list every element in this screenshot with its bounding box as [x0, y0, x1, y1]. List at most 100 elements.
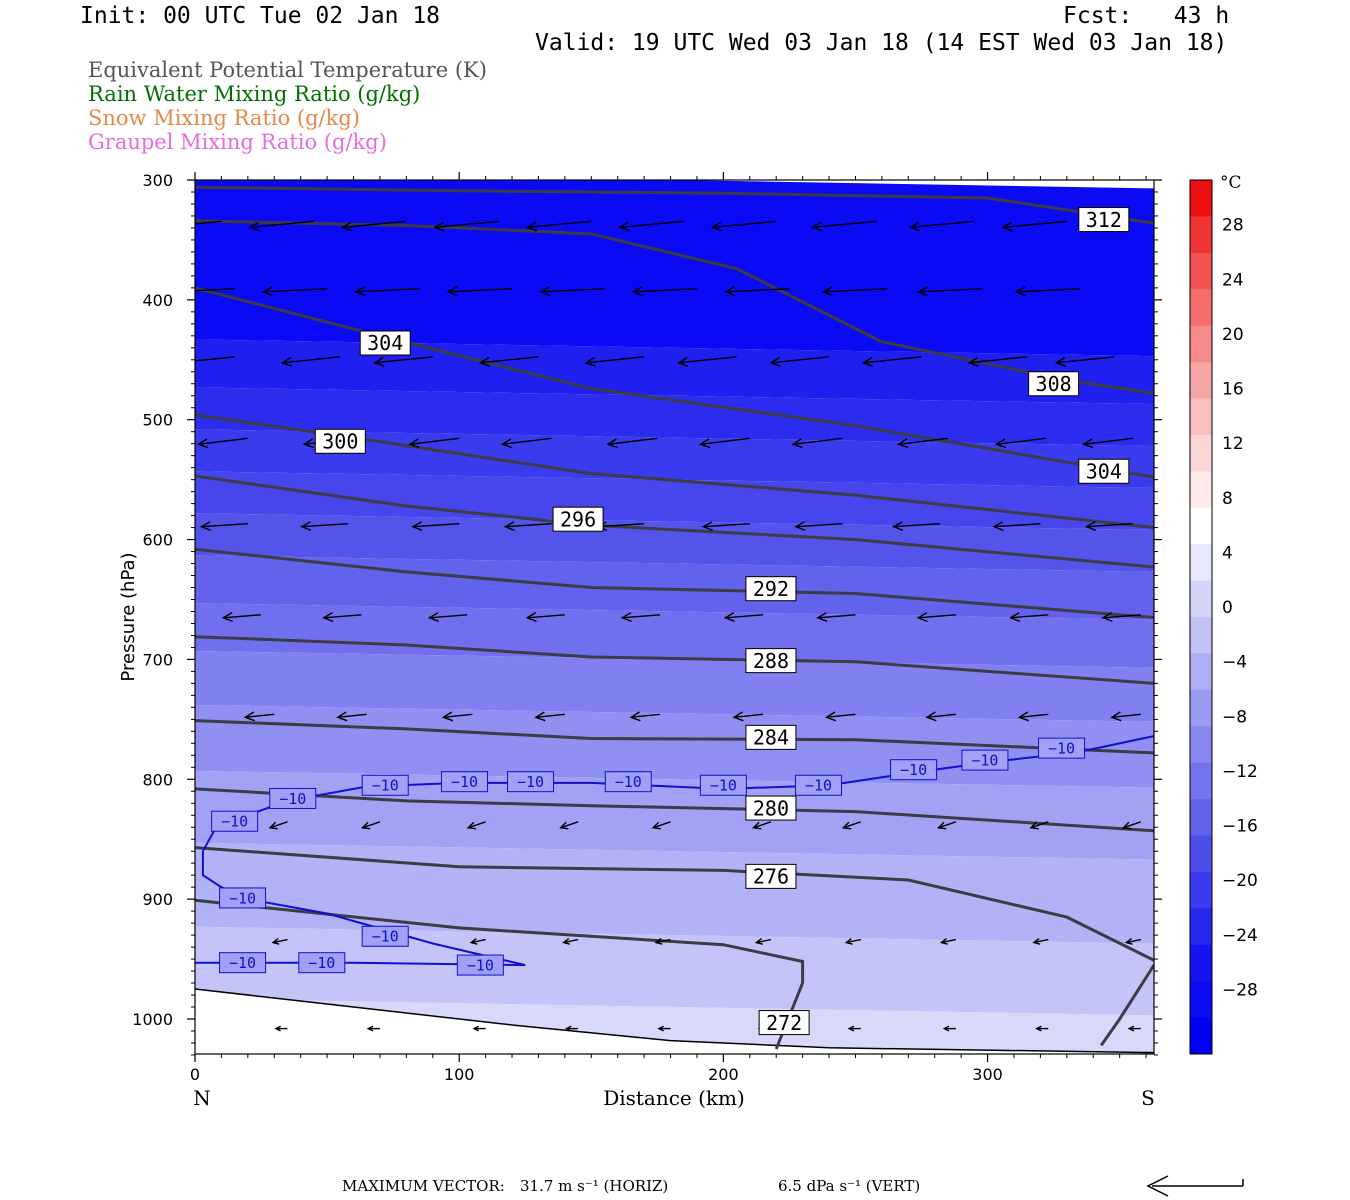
isotherm-label-text: −10 — [308, 954, 335, 972]
wind-vector — [620, 612, 661, 623]
isotherm-label-box — [269, 787, 317, 809]
colorbar-tick-label: −8 — [1222, 707, 1247, 727]
wind-vector — [534, 711, 565, 722]
wind-vector — [939, 938, 957, 945]
colorbar-tick-label: −24 — [1222, 926, 1258, 946]
wind-vector — [994, 437, 1046, 449]
wind-vector-shaft — [195, 356, 235, 362]
wind-vector-shaft — [918, 614, 956, 619]
wind-vector-shaft — [918, 288, 983, 293]
wind-vector — [618, 220, 684, 232]
isotherm-label: −10 — [961, 749, 1009, 771]
wind-vector — [769, 356, 830, 367]
wind-vector — [816, 612, 856, 623]
wind-vector-shaft — [560, 821, 579, 829]
isotherm-label: −10 — [456, 954, 504, 976]
wind-vector-shaft — [926, 713, 956, 718]
wind-vector-head — [1032, 938, 1041, 945]
wind-vector-head — [243, 711, 255, 722]
y-tick-label: 400 — [142, 291, 173, 310]
wind-vector-shaft — [655, 938, 671, 944]
colorbar-tick-label: −12 — [1222, 762, 1258, 782]
max-vector-label: MAXIMUM VECTOR: — [342, 1177, 505, 1195]
x-tick-label: 100 — [444, 1065, 475, 1084]
temp-band — [195, 471, 1154, 530]
wind-vector-head — [629, 711, 641, 722]
wind-vector-head — [631, 286, 643, 297]
isotherm-label: −10 — [269, 787, 317, 809]
wind-vector-shaft — [502, 437, 552, 445]
wind-vector — [158, 220, 222, 231]
isotherm-label: −10 — [890, 759, 938, 781]
wind-vector — [723, 612, 764, 623]
wind-vector-head — [427, 612, 439, 623]
wind-vector-shaft — [263, 288, 328, 293]
wind-vector-head — [248, 221, 260, 232]
isotherm-label-text: −10 — [615, 773, 642, 791]
colorbar-swatch — [1190, 216, 1212, 254]
wind-vector-head — [1101, 612, 1113, 623]
isotherm-label-text: −10 — [805, 777, 832, 795]
temp-band — [195, 770, 1154, 860]
max-vector-vert: 6.5 dPa s⁻¹ (VERT) — [778, 1177, 921, 1195]
wind-vector-shaft — [725, 614, 764, 619]
wind-vector-head — [302, 438, 314, 449]
theta-e-label: 288 — [745, 648, 797, 674]
theta-e-label: 292 — [745, 576, 797, 602]
wind-vector-shaft — [409, 437, 460, 445]
colorbar: °C 28 24 20 16 12 8 4 0 −4 −8 −12 −16 −20 −24 −28 — [1189, 173, 1258, 1055]
wind-vector — [366, 1025, 380, 1032]
wind-vector-head — [821, 286, 833, 297]
wind-vector-shaft — [223, 614, 262, 619]
isotherm-label-box — [219, 887, 267, 909]
wind-vector-head — [177, 358, 186, 367]
wind-vector — [654, 938, 671, 945]
wind-vector-head — [199, 521, 211, 532]
isotherm-label: −10 — [507, 771, 555, 793]
wind-vector — [754, 938, 772, 945]
colorbar-swatch — [1190, 617, 1212, 654]
isotherm-label-text: −10 — [372, 928, 399, 946]
theta-e-label-box — [552, 506, 604, 532]
wind-vector-head — [441, 711, 454, 722]
wind-vector-shaft — [301, 522, 349, 528]
wind-vector-shaft — [597, 522, 645, 528]
wind-vector-shaft — [678, 356, 737, 364]
wind-vector-head — [158, 222, 167, 231]
wind-vector-shaft — [823, 288, 888, 293]
wind-vector-head — [710, 221, 723, 232]
wind-vector — [723, 286, 790, 297]
theta-e-label: 284 — [745, 724, 797, 750]
wind-vector — [1008, 612, 1049, 623]
wind-vector-head — [942, 1025, 950, 1032]
y-tick-label: 900 — [142, 890, 173, 909]
wind-vector-head — [271, 938, 280, 945]
theta-e-label-text: 272 — [766, 1011, 802, 1035]
wind-vector-shaft — [245, 713, 275, 718]
theta-e-label-text: 308 — [1036, 372, 1072, 396]
wind-vector-head — [466, 821, 477, 830]
wind-vector-head — [525, 612, 537, 623]
wind-vector-shaft — [540, 288, 605, 293]
wind-vector-head — [503, 521, 515, 532]
max-vector-reference-arrow — [1146, 1175, 1244, 1197]
theta-e-label-text: 312 — [1086, 208, 1122, 232]
wind-vector — [751, 821, 772, 830]
wind-vector — [427, 612, 468, 623]
wind-vector-shaft — [812, 220, 877, 229]
isotherm-label: −10 — [361, 774, 409, 796]
wind-vector-head — [534, 711, 546, 722]
wind-vector-shaft — [201, 522, 248, 528]
wind-vector-head — [723, 612, 735, 623]
wind-vector-shaft — [607, 437, 658, 445]
isotherm-label-box — [507, 771, 555, 793]
wind-vector — [992, 521, 1041, 532]
temp-band — [195, 555, 1154, 620]
wind-vector-head — [360, 821, 371, 830]
wind-vector-shaft — [969, 356, 1028, 364]
isotherm-label-text: −10 — [517, 773, 544, 791]
wind-vector — [221, 612, 262, 623]
isotherm-label-box — [219, 952, 267, 974]
wind-vector-shaft — [1086, 522, 1133, 528]
wind-vector-shaft — [342, 220, 407, 229]
